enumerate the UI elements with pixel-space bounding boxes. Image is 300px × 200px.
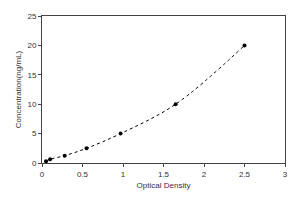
svg-text:2: 2 bbox=[202, 170, 207, 179]
svg-text:3: 3 bbox=[283, 170, 288, 179]
svg-text:0: 0 bbox=[40, 170, 45, 179]
svg-text:20: 20 bbox=[27, 41, 36, 50]
svg-text:10: 10 bbox=[27, 100, 36, 109]
svg-text:Optical Density: Optical Density bbox=[137, 181, 191, 190]
svg-text:1: 1 bbox=[121, 170, 126, 179]
svg-text:2.5: 2.5 bbox=[239, 170, 251, 179]
svg-text:0: 0 bbox=[32, 159, 37, 168]
svg-text:15: 15 bbox=[27, 71, 36, 80]
svg-text:0.5: 0.5 bbox=[77, 170, 89, 179]
svg-text:5: 5 bbox=[32, 129, 37, 138]
svg-text:1.5: 1.5 bbox=[158, 170, 170, 179]
svg-text:Concentration(ng/mL): Concentration(ng/mL) bbox=[14, 50, 23, 128]
svg-text:25: 25 bbox=[27, 12, 36, 21]
